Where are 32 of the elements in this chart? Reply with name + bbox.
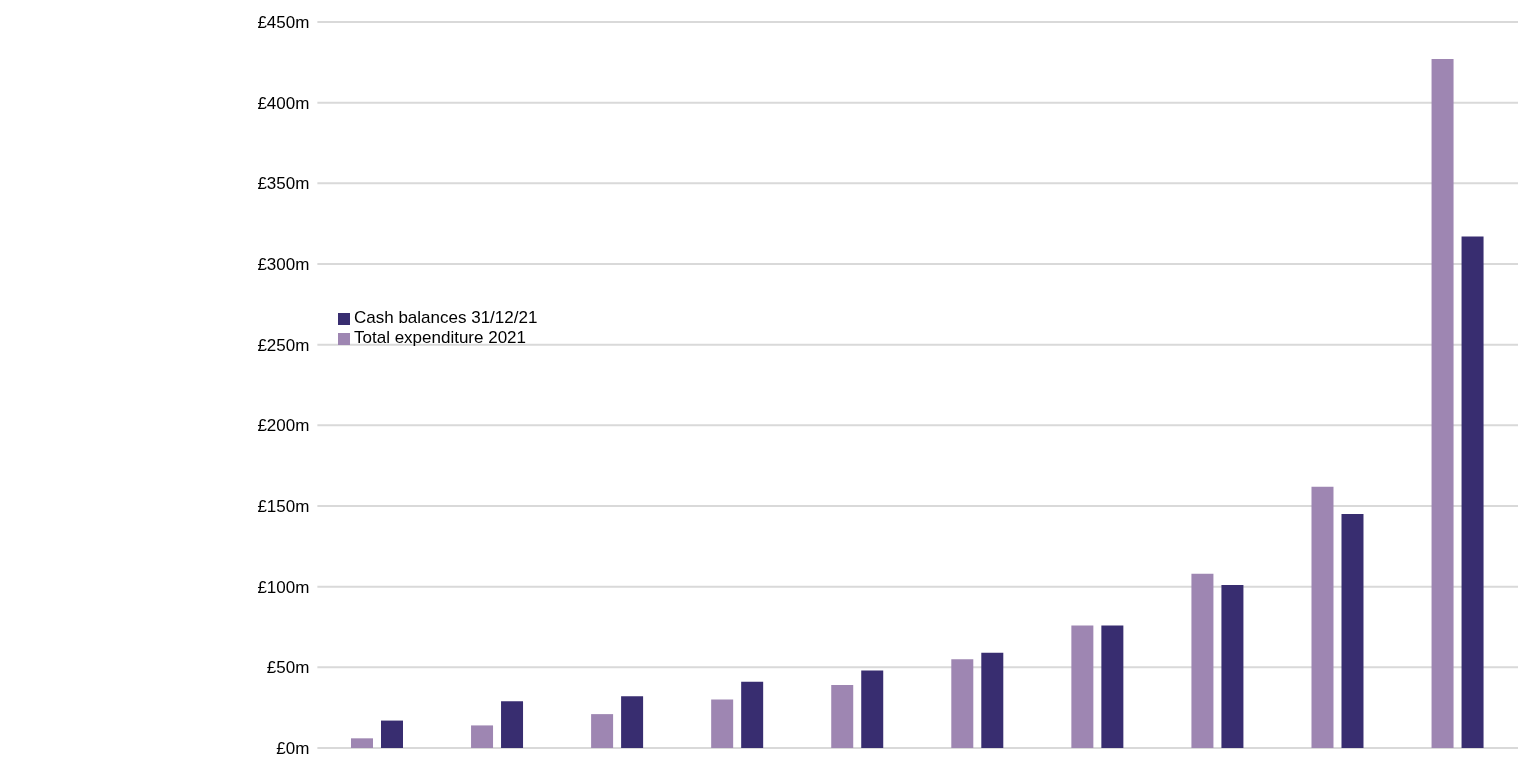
bar	[591, 714, 614, 748]
bar	[1071, 625, 1094, 748]
bar	[741, 681, 764, 748]
y-tick-label: £100m	[257, 577, 310, 597]
bar	[501, 701, 524, 748]
legend-label: Total expenditure 2021	[354, 328, 527, 347]
y-tick-label: £50m	[266, 658, 310, 678]
bar	[471, 725, 494, 748]
bar	[1431, 59, 1454, 748]
bar	[350, 738, 373, 748]
y-tick-label: £250m	[257, 335, 310, 355]
legend-label: Cash balances 31/12/21	[354, 308, 538, 327]
bar	[621, 696, 644, 748]
y-tick-label: £400m	[257, 93, 310, 113]
bar	[861, 670, 884, 748]
bar	[1311, 486, 1334, 748]
y-tick-label: £350m	[257, 174, 310, 194]
bar	[951, 659, 974, 748]
y-tick-label: £450m	[257, 13, 310, 33]
y-tick-label: £0m	[276, 739, 310, 759]
y-tick-label: £300m	[257, 255, 310, 275]
bar	[981, 652, 1004, 748]
bar	[1221, 585, 1244, 748]
bar	[1191, 573, 1214, 748]
y-tick-label: £150m	[257, 497, 310, 517]
bar	[831, 685, 854, 748]
bar	[1461, 236, 1484, 748]
y-tick-label: £200m	[257, 416, 310, 436]
bar	[711, 699, 734, 748]
bar	[1341, 514, 1364, 748]
bar	[380, 720, 403, 748]
bar	[1101, 625, 1124, 748]
